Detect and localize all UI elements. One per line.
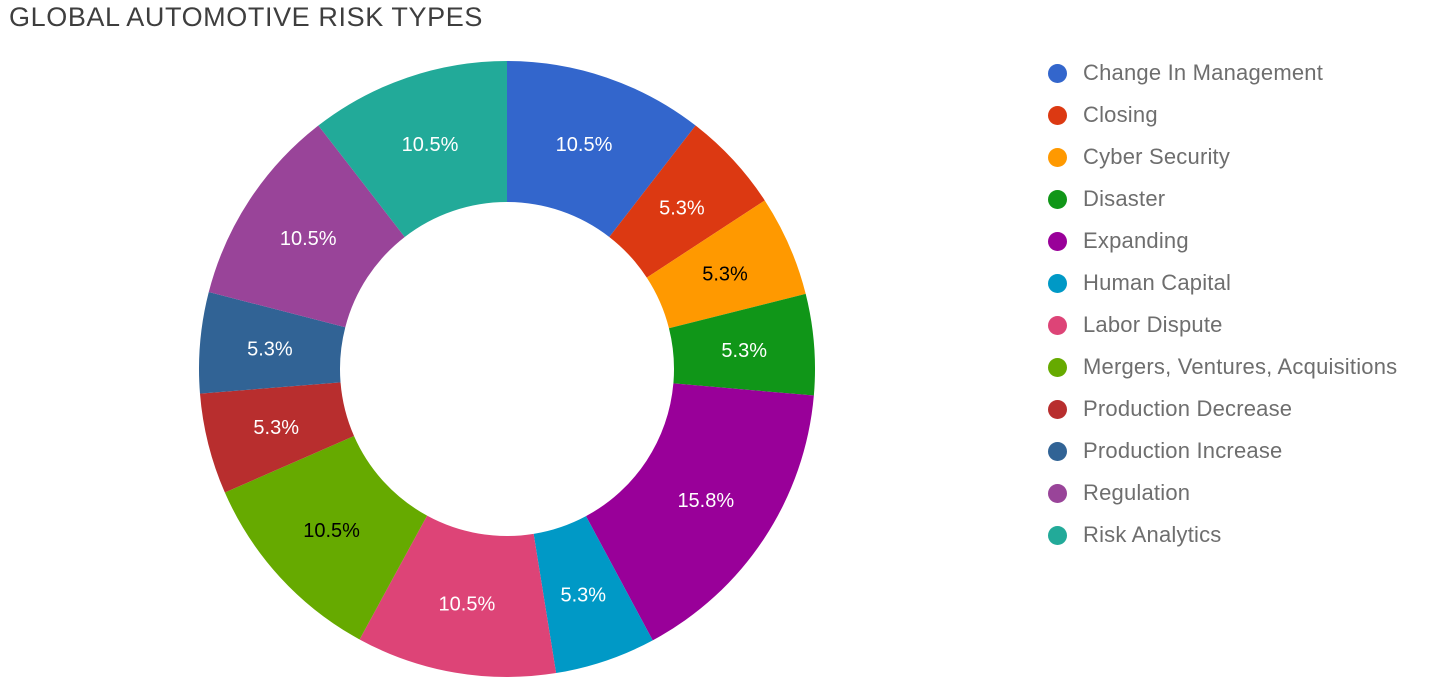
pie-slice-production-decrease[interactable] (199, 382, 355, 493)
legend-item-production-increase[interactable]: Production Increase (1048, 430, 1397, 472)
slice-percent-label: 10.5% (303, 520, 360, 542)
pie-slice-production-increase[interactable] (199, 292, 346, 394)
legend-label: Regulation (1083, 480, 1191, 505)
legend-swatch-icon (1048, 147, 1067, 167)
slice-percent-label: 5.3% (561, 584, 607, 606)
slice-percent-label: 5.3% (659, 198, 705, 220)
legend-label: Labor Dispute (1083, 312, 1223, 337)
legend-label: Cyber Security (1083, 144, 1231, 169)
pie-slice-expanding[interactable] (586, 383, 814, 641)
legend-swatch-icon (1048, 189, 1067, 209)
pie-slice-regulation[interactable] (208, 125, 405, 328)
legend-label: Closing (1083, 102, 1158, 127)
legend-swatch-icon (1048, 315, 1067, 335)
slice-percent-label: 10.5% (280, 228, 337, 250)
legend-label: Risk Analytics (1083, 522, 1222, 547)
chart-title: GLOBAL AUTOMOTIVE RISK TYPES (9, 2, 483, 32)
legend-swatch-icon (1048, 63, 1067, 83)
legend-swatch-icon (1048, 105, 1067, 125)
slice-percent-label: 5.3% (247, 339, 293, 361)
legend-item-labor-dispute[interactable]: Labor Dispute (1048, 304, 1397, 346)
legend-item-mergers-ventures-acquisitions[interactable]: Mergers, Ventures, Acquisitions (1048, 346, 1397, 388)
pie-slice-disaster[interactable] (668, 293, 815, 396)
pie-slice-cyber-security[interactable] (646, 200, 806, 329)
slice-percent-label: 15.8% (677, 490, 734, 512)
legend-label: Production Increase (1083, 438, 1283, 463)
pie-slice-mergers-ventures-acquisitions[interactable] (224, 435, 428, 640)
pie-slice-labor-dispute[interactable] (359, 515, 557, 677)
legend-label: Change In Management (1083, 60, 1324, 85)
legend-swatch-icon (1048, 399, 1067, 419)
legend-label: Production Decrease (1083, 396, 1293, 421)
legend-item-expanding[interactable]: Expanding (1048, 220, 1397, 262)
legend-label: Disaster (1083, 186, 1166, 211)
legend-item-disaster[interactable]: Disaster (1048, 178, 1397, 220)
legend-item-risk-analytics[interactable]: Risk Analytics (1048, 514, 1397, 556)
legend-swatch-icon (1048, 483, 1067, 503)
pie-slice-risk-analytics[interactable] (318, 61, 507, 237)
slice-percent-label: 10.5% (556, 134, 613, 156)
chart-legend: Change In Management Closing Cyber Securit… (1048, 52, 1397, 556)
legend-label: Mergers, Ventures, Acquisitions (1083, 354, 1398, 379)
pie-slice-human-capital[interactable] (533, 516, 653, 674)
slice-percent-label: 10.5% (402, 134, 459, 156)
legend-item-human-capital[interactable]: Human Capital (1048, 262, 1397, 304)
legend-item-closing[interactable]: Closing (1048, 94, 1397, 136)
legend-item-regulation[interactable]: Regulation (1048, 472, 1397, 514)
slice-percent-label: 5.3% (721, 340, 767, 362)
legend-swatch-icon (1048, 441, 1067, 461)
legend-label: Human Capital (1083, 270, 1232, 295)
legend-swatch-icon (1048, 273, 1067, 293)
slice-percent-label: 5.3% (702, 264, 748, 286)
legend-item-change-in-management[interactable]: Change In Management (1048, 52, 1397, 94)
legend-swatch-icon (1048, 525, 1067, 545)
legend-label: Expanding (1083, 228, 1189, 253)
pie-slice-change-in-management[interactable] (507, 61, 696, 237)
slice-percent-label: 5.3% (253, 417, 299, 439)
legend-item-production-decrease[interactable]: Production Decrease (1048, 388, 1397, 430)
legend-swatch-icon (1048, 357, 1067, 377)
legend-item-cyber-security[interactable]: Cyber Security (1048, 136, 1397, 178)
slice-percent-label: 10.5% (439, 594, 496, 616)
legend-swatch-icon (1048, 231, 1067, 251)
pie-slice-closing[interactable] (609, 125, 765, 278)
